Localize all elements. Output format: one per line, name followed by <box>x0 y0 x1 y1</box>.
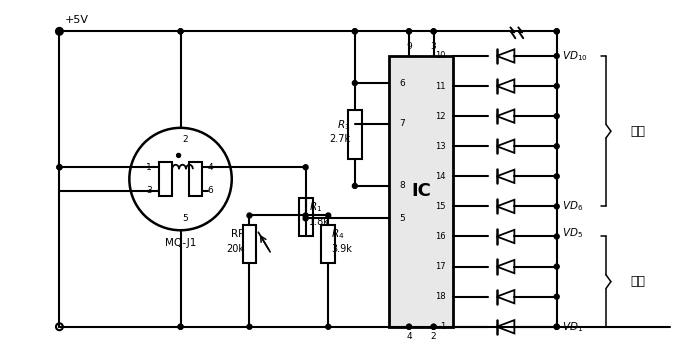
Circle shape <box>353 183 357 189</box>
Text: 10: 10 <box>435 51 446 60</box>
Text: 1: 1 <box>146 163 152 172</box>
Circle shape <box>178 29 183 34</box>
Text: $R_4$: $R_4$ <box>331 227 344 241</box>
Bar <box>190 162 202 196</box>
Circle shape <box>178 324 183 329</box>
Text: +5V: +5V <box>64 15 88 24</box>
Circle shape <box>406 29 411 34</box>
Bar <box>299 198 313 236</box>
Bar <box>348 110 362 159</box>
Circle shape <box>406 29 411 34</box>
Circle shape <box>554 234 559 239</box>
Circle shape <box>177 154 181 157</box>
Text: 6: 6 <box>399 79 405 87</box>
Circle shape <box>406 324 411 329</box>
Text: $VD_{6}$: $VD_{6}$ <box>562 199 583 213</box>
Circle shape <box>554 174 559 179</box>
Circle shape <box>554 54 559 58</box>
Circle shape <box>406 324 411 329</box>
Circle shape <box>178 29 183 34</box>
Circle shape <box>247 324 252 329</box>
Circle shape <box>326 324 331 329</box>
Circle shape <box>431 324 436 329</box>
Text: 5: 5 <box>399 214 405 223</box>
Circle shape <box>303 165 308 170</box>
Text: MQ-J1: MQ-J1 <box>165 238 196 248</box>
Text: 12: 12 <box>435 112 446 120</box>
Text: 13: 13 <box>435 142 446 151</box>
Text: 3: 3 <box>146 186 152 195</box>
Text: 1.8k: 1.8k <box>308 217 329 227</box>
Text: 绿色: 绿色 <box>631 275 646 288</box>
Text: 9: 9 <box>406 41 412 51</box>
Text: 6: 6 <box>207 186 213 195</box>
Circle shape <box>554 29 559 34</box>
Text: RP: RP <box>231 229 244 239</box>
Text: 2: 2 <box>431 332 437 341</box>
Circle shape <box>303 213 308 218</box>
Text: 11: 11 <box>435 82 446 91</box>
Circle shape <box>431 29 436 34</box>
Text: 2: 2 <box>183 135 188 144</box>
Circle shape <box>431 324 436 329</box>
Text: 17: 17 <box>435 262 446 271</box>
Circle shape <box>353 29 357 34</box>
Bar <box>322 225 335 263</box>
Text: 20k: 20k <box>226 244 244 254</box>
Text: 3: 3 <box>431 41 437 51</box>
Circle shape <box>57 165 62 170</box>
Circle shape <box>554 114 559 119</box>
Circle shape <box>303 216 308 221</box>
Circle shape <box>554 29 559 34</box>
Text: 4: 4 <box>207 163 213 172</box>
Text: $R_1$: $R_1$ <box>308 200 322 214</box>
Text: IC: IC <box>411 182 431 200</box>
Circle shape <box>554 84 559 88</box>
Text: 16: 16 <box>435 232 446 241</box>
Circle shape <box>57 165 62 170</box>
Text: 4: 4 <box>406 332 412 341</box>
Circle shape <box>554 324 559 329</box>
Text: 3.9k: 3.9k <box>331 244 352 254</box>
Circle shape <box>554 324 559 329</box>
Circle shape <box>353 80 357 86</box>
Text: 5: 5 <box>183 214 188 223</box>
Circle shape <box>554 144 559 149</box>
Text: 1: 1 <box>440 322 446 331</box>
Circle shape <box>554 264 559 269</box>
Text: 15: 15 <box>435 202 446 211</box>
Circle shape <box>353 29 357 34</box>
Text: 7: 7 <box>399 119 405 128</box>
Text: $R_3$: $R_3$ <box>337 118 350 131</box>
Text: 14: 14 <box>435 172 446 181</box>
Circle shape <box>554 204 559 209</box>
Text: 18: 18 <box>435 292 446 301</box>
Bar <box>389 56 453 327</box>
Bar <box>159 162 172 196</box>
Circle shape <box>57 29 62 34</box>
Circle shape <box>431 29 436 34</box>
Circle shape <box>554 324 559 329</box>
Circle shape <box>554 294 559 299</box>
Text: $VD_{5}$: $VD_{5}$ <box>562 227 582 241</box>
Text: $VD_{10}$: $VD_{10}$ <box>562 49 587 63</box>
Bar <box>243 225 257 263</box>
Text: $VD_{1}$: $VD_{1}$ <box>562 320 583 334</box>
Circle shape <box>247 213 252 218</box>
Text: 红色: 红色 <box>631 125 646 138</box>
Text: 8: 8 <box>399 181 405 190</box>
Circle shape <box>178 324 183 329</box>
Text: 2.7k: 2.7k <box>329 134 350 145</box>
Circle shape <box>326 213 331 218</box>
